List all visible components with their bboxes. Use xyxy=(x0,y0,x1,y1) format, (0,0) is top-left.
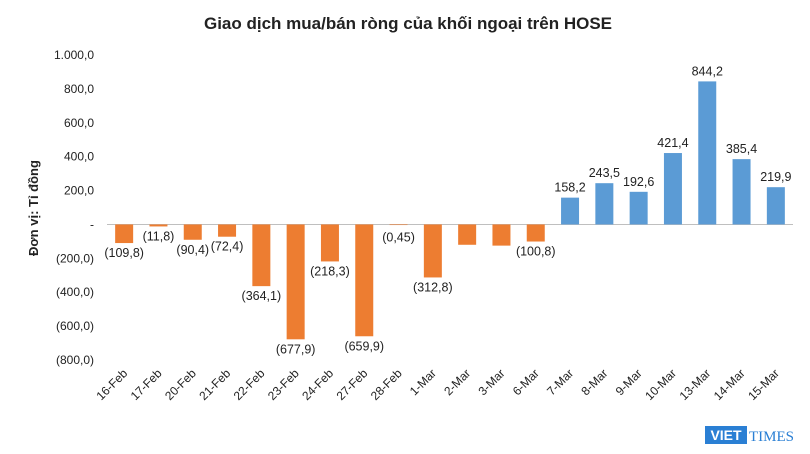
y-tick-label: (800,0) xyxy=(56,353,94,367)
bar xyxy=(183,224,202,240)
x-tick-label: 8-Mar xyxy=(578,366,610,398)
y-tick-label: 1.000,0 xyxy=(54,48,94,62)
x-tick-label: 24-Feb xyxy=(299,366,336,403)
data-label: (677,9) xyxy=(276,342,316,356)
viettimes-logo: VIET TIMES xyxy=(705,426,794,445)
x-tick-label: 16-Feb xyxy=(93,366,130,403)
y-tick-label: (200,0) xyxy=(56,251,94,265)
bar xyxy=(629,191,648,225)
x-tick-label: 9-Mar xyxy=(613,366,645,398)
chart-title: Giao dịch mua/bán ròng của khối ngoại tr… xyxy=(204,14,612,33)
bar xyxy=(389,224,408,226)
data-label: (72,4) xyxy=(211,240,244,254)
bar xyxy=(423,224,442,278)
bar xyxy=(458,224,477,245)
x-tick-label: 20-Feb xyxy=(162,366,199,403)
bar xyxy=(663,153,682,225)
logo-viet-text: VIET xyxy=(710,427,742,443)
x-tick-label: 28-Feb xyxy=(368,366,405,403)
data-label: (90,4) xyxy=(176,243,209,257)
x-tick-label: 17-Feb xyxy=(128,366,165,403)
data-labels: (109,8) (11,8)(90,4) (72,4) (364,1) (677,9) (… xyxy=(104,64,791,356)
data-label: 844,2 xyxy=(692,64,723,78)
data-label: (11,8) xyxy=(143,229,175,243)
bar xyxy=(320,224,339,262)
bar xyxy=(115,224,134,244)
bar xyxy=(526,224,545,242)
data-label: (100,8) xyxy=(516,245,556,259)
x-tick-label: 22-Feb xyxy=(231,366,268,403)
data-label: (364,1) xyxy=(242,289,282,303)
x-tick-label: 15-Mar xyxy=(745,366,782,403)
y-axis-label: Đơn vị: Tỉ đồng xyxy=(26,160,41,256)
bar xyxy=(595,183,614,225)
data-label: 219,9 xyxy=(760,170,791,184)
y-tick-label: 200,0 xyxy=(64,184,94,198)
data-label: (109,8) xyxy=(104,246,144,260)
data-label: (312,8) xyxy=(413,280,453,294)
x-tick-label: 1-Mar xyxy=(407,366,439,398)
data-label: (0,45) xyxy=(382,230,415,244)
bar xyxy=(355,224,374,337)
x-axis: 16-Feb17-Feb20-Feb21-Feb22-Feb23-Feb24-F… xyxy=(93,366,781,403)
bars xyxy=(115,81,785,340)
x-tick-label: 27-Feb xyxy=(334,366,371,403)
y-tick-label: 600,0 xyxy=(64,116,94,130)
bar xyxy=(252,224,271,287)
y-tick-label: 400,0 xyxy=(64,150,94,164)
data-label: 192,6 xyxy=(623,175,654,189)
x-tick-label: 7-Mar xyxy=(544,366,576,398)
x-tick-label: 21-Feb xyxy=(196,366,233,403)
data-label: 158,2 xyxy=(554,181,585,195)
x-tick-label: 23-Feb xyxy=(265,366,302,403)
bar xyxy=(149,224,168,227)
bar xyxy=(732,159,751,225)
x-tick-label: 6-Mar xyxy=(510,366,542,398)
data-label: 243,5 xyxy=(589,166,620,180)
x-tick-label: 2-Mar xyxy=(441,366,473,398)
data-label: 421,4 xyxy=(657,136,688,150)
bar xyxy=(561,197,580,225)
bar xyxy=(286,224,305,340)
y-tick-label: - xyxy=(90,217,94,231)
data-label: 385,4 xyxy=(726,142,757,156)
x-tick-label: 10-Mar xyxy=(642,366,679,403)
bar xyxy=(492,224,511,246)
logo-times-text: TIMES xyxy=(749,429,794,445)
y-tick-label: (400,0) xyxy=(56,285,94,299)
x-tick-label: 13-Mar xyxy=(677,366,714,403)
logo-badge xyxy=(705,426,747,444)
x-tick-label: 14-Mar xyxy=(711,366,748,403)
bar xyxy=(218,224,237,237)
y-axis: 1.000,0 800,0 600,0 400,0 200,0 - (200,0) (400,… xyxy=(54,48,94,367)
data-label: (659,9) xyxy=(344,339,384,353)
data-label: (218,3) xyxy=(310,264,350,278)
bar xyxy=(766,187,785,225)
y-tick-label: 800,0 xyxy=(64,82,94,96)
y-tick-label: (600,0) xyxy=(56,319,94,333)
x-tick-label: 3-Mar xyxy=(476,366,508,398)
bar xyxy=(698,81,717,225)
